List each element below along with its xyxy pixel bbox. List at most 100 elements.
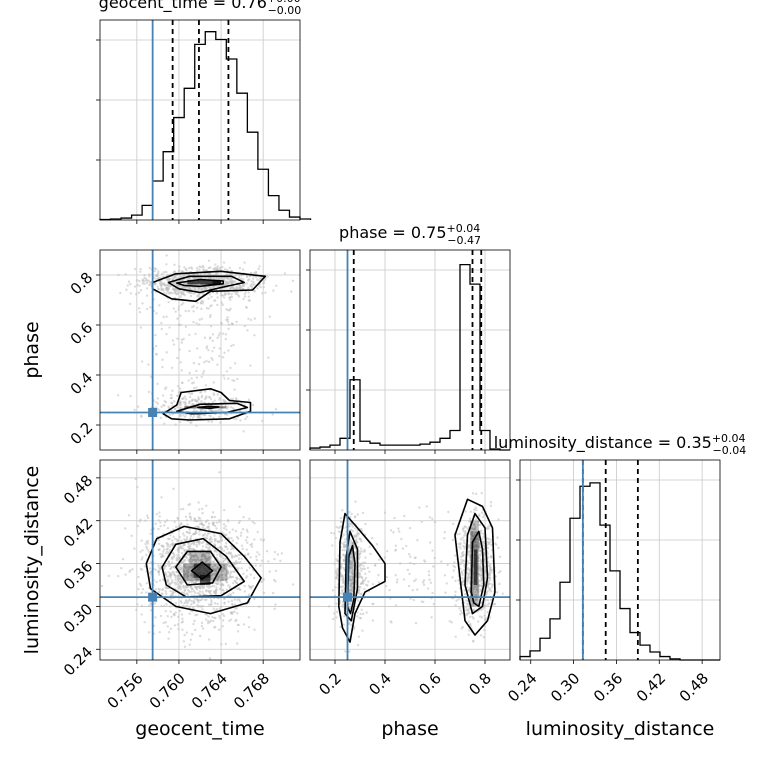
sample-point	[154, 344, 158, 348]
sample-point	[228, 619, 231, 623]
sample-point	[184, 404, 187, 408]
sample-point	[348, 621, 351, 625]
sample-point	[203, 287, 207, 290]
sample-point	[213, 590, 217, 594]
sample-point	[160, 321, 163, 325]
sample-point	[225, 370, 229, 373]
sample-point	[489, 504, 493, 508]
sample-point	[241, 284, 244, 288]
sample-point	[136, 524, 139, 528]
sample-point	[194, 591, 197, 595]
sample-point	[192, 601, 196, 604]
sample-point	[212, 381, 215, 384]
sample-point	[461, 573, 464, 576]
sample-point	[147, 390, 151, 394]
sample-point	[224, 578, 228, 582]
sample-point	[214, 538, 217, 541]
sample-point	[192, 543, 196, 546]
sample-point	[149, 602, 152, 605]
sample-point	[232, 547, 235, 551]
sample-point	[211, 566, 214, 569]
sample-point	[227, 377, 230, 380]
sample-point	[143, 620, 146, 624]
sample-point	[173, 407, 177, 411]
sample-point	[393, 516, 396, 520]
sample-point	[154, 283, 157, 286]
sample-point	[206, 619, 210, 623]
sample-point	[195, 386, 198, 389]
sample-point	[232, 287, 235, 290]
sample-point	[221, 303, 225, 307]
sample-point	[463, 547, 466, 550]
sample-point	[192, 622, 195, 626]
sample-point	[215, 553, 219, 556]
sample-point	[450, 621, 453, 624]
sample-point	[191, 398, 195, 402]
sample-point	[258, 553, 261, 556]
sample-point	[276, 553, 280, 556]
sample-point	[170, 402, 174, 405]
sample-point	[467, 629, 471, 632]
sample-point	[177, 576, 180, 579]
sample-point	[342, 559, 346, 562]
sample-point	[209, 559, 212, 562]
sample-point	[188, 402, 191, 405]
sample-point	[208, 528, 211, 531]
sample-point	[227, 323, 231, 326]
sample-point	[178, 265, 181, 268]
sample-point	[246, 329, 249, 332]
sample-point	[198, 517, 202, 520]
sample-point	[185, 398, 188, 401]
sample-point	[456, 533, 459, 536]
sample-point	[195, 376, 199, 379]
sample-point	[267, 560, 270, 563]
sample-point	[431, 517, 434, 521]
sample-point	[239, 286, 243, 289]
sample-point	[357, 588, 361, 592]
sample-point	[248, 299, 251, 302]
sample-point	[163, 399, 166, 403]
sample-point	[178, 285, 181, 289]
sample-point	[216, 577, 220, 580]
sample-point	[249, 573, 252, 576]
sample-point	[283, 272, 287, 275]
sample-point	[239, 277, 243, 281]
contour-line	[346, 544, 356, 615]
sample-point	[468, 569, 472, 572]
sample-point	[136, 405, 140, 408]
sample-point	[250, 280, 253, 283]
sample-point	[463, 589, 466, 592]
tick-label-x: 0.756	[104, 669, 147, 712]
sample-point	[174, 602, 178, 605]
panel-frame	[519, 459, 721, 661]
sample-point	[246, 530, 249, 534]
sample-point	[239, 419, 242, 422]
sample-point	[241, 547, 244, 551]
sample-point	[253, 628, 256, 631]
sample-point	[230, 556, 234, 559]
sample-point	[166, 273, 169, 277]
sample-point	[166, 527, 170, 530]
sample-point	[341, 581, 345, 585]
sample-point	[234, 580, 238, 583]
sample-point	[245, 548, 248, 551]
sample-point	[237, 567, 240, 570]
sample-point	[244, 553, 247, 557]
sample-point	[233, 274, 236, 278]
sample-point	[476, 592, 479, 595]
sample-point	[196, 269, 199, 273]
sample-point	[219, 580, 222, 583]
sample-point	[216, 582, 219, 585]
sample-point	[469, 622, 472, 626]
sample-point	[225, 268, 229, 272]
sample-point	[185, 519, 189, 522]
sample-point	[493, 542, 497, 545]
sample-point	[213, 602, 217, 605]
sample-point	[497, 518, 500, 521]
sample-point	[188, 598, 191, 601]
sample-point	[207, 420, 210, 423]
sample-point	[203, 536, 207, 539]
sample-point	[154, 568, 157, 572]
sample-point	[169, 292, 172, 295]
sample-point	[235, 606, 239, 610]
